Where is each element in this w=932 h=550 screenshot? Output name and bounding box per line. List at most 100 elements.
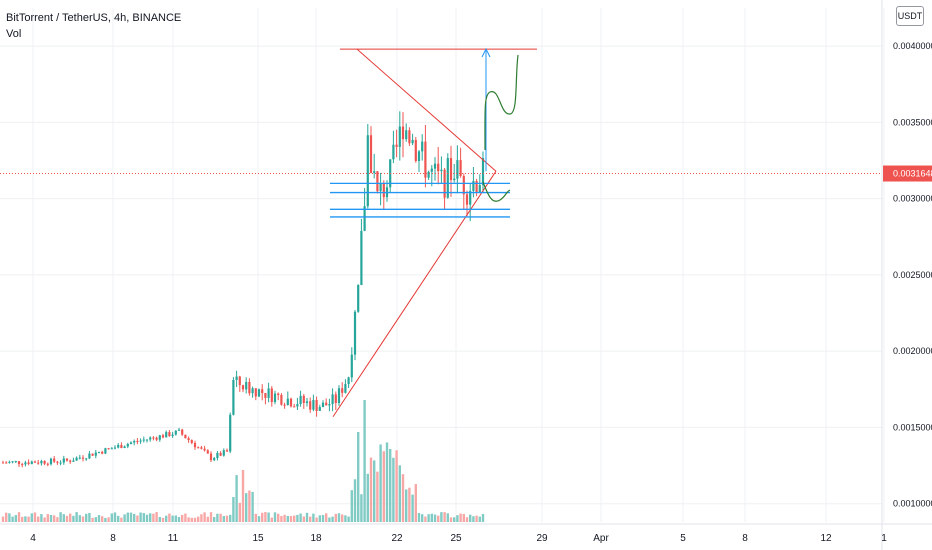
- volume-label: Vol: [6, 28, 22, 40]
- candle: [430, 168, 433, 172]
- projection-path-alt[interactable]: [482, 181, 511, 202]
- volume-bar: [337, 513, 341, 522]
- volume-bar: [449, 517, 453, 522]
- candle: [30, 461, 33, 464]
- x-tick-label: 8: [110, 533, 116, 544]
- candle: [139, 440, 142, 442]
- candle: [424, 141, 427, 178]
- volume-bar: [248, 490, 251, 522]
- volume-bar: [427, 514, 430, 522]
- volume-bar: [430, 513, 433, 522]
- volume-bar: [296, 514, 299, 522]
- volume-bar: [421, 514, 424, 522]
- volume-bar: [360, 494, 363, 522]
- candle: [465, 194, 469, 205]
- candles: [1, 111, 485, 468]
- x-tick-label: 29: [536, 533, 548, 544]
- volume-bar: [347, 516, 350, 522]
- candle: [1, 462, 5, 464]
- volume-bar: [459, 513, 462, 522]
- volume-bar: [149, 513, 152, 522]
- candle: [21, 464, 24, 466]
- candle: [261, 389, 264, 394]
- volume-bar: [133, 513, 136, 522]
- volume-bar: [443, 512, 446, 522]
- candle: [475, 181, 478, 193]
- volume-bar: [405, 489, 408, 522]
- candle: [11, 461, 14, 463]
- chart-title: BitTorrent / TetherUS, 4h, BINANCE: [6, 12, 182, 24]
- candle: [184, 434, 187, 439]
- candle: [158, 435, 161, 440]
- volume-bar: [389, 448, 392, 522]
- volume-bar: [472, 516, 475, 522]
- candle: [24, 462, 27, 465]
- candle: [37, 462, 40, 464]
- candle: [165, 432, 168, 438]
- volume-bar: [104, 517, 107, 522]
- candle: [449, 158, 453, 181]
- volume-bar: [219, 513, 222, 522]
- volume-bar: [142, 513, 145, 522]
- volume-bar: [11, 516, 14, 522]
- volume-bar: [302, 516, 305, 522]
- volume-bar: [411, 494, 414, 522]
- volume-bar: [315, 517, 318, 522]
- volume-bar: [168, 513, 171, 522]
- volume-bar: [305, 512, 309, 522]
- volume-bar: [283, 514, 286, 522]
- candle: [446, 158, 449, 198]
- ascending-trendline[interactable]: [332, 170, 497, 418]
- candle: [78, 457, 81, 459]
- candle: [363, 206, 366, 231]
- candle: [88, 453, 91, 459]
- volume-bar: [110, 513, 113, 522]
- volume-bar: [65, 515, 69, 522]
- candle: [315, 399, 318, 411]
- candle: [289, 398, 293, 407]
- candle: [382, 183, 385, 198]
- volume-bars: [1, 400, 485, 522]
- currency-button[interactable]: USDT: [896, 6, 924, 26]
- volume-bar: [145, 514, 149, 522]
- volume-bar: [72, 515, 75, 522]
- volume-bar: [417, 512, 421, 522]
- candle: [120, 445, 123, 449]
- volume-bar: [216, 513, 219, 522]
- volume-bar: [376, 471, 379, 522]
- candle: [417, 151, 421, 161]
- volume-bar: [37, 516, 40, 522]
- volume-bar: [203, 512, 206, 522]
- projection-path-up[interactable]: [484, 54, 519, 151]
- candle: [49, 458, 53, 465]
- volume-bar: [312, 513, 315, 522]
- volume-bar: [8, 513, 11, 522]
- volume-bar: [33, 512, 37, 522]
- volume-bar: [382, 451, 385, 522]
- volume-bar: [353, 479, 357, 522]
- descending-trendline[interactable]: [356, 48, 497, 172]
- candle: [129, 442, 133, 444]
- y-tick-label: 0.0040000: [893, 41, 932, 51]
- candle: [94, 452, 97, 456]
- candle: [53, 458, 56, 462]
- candle: [225, 450, 229, 452]
- volume-bar: [120, 517, 123, 522]
- volume-bar: [424, 516, 427, 522]
- volume-bar: [21, 516, 24, 522]
- candle: [72, 460, 75, 462]
- x-tick-label: 22: [391, 533, 403, 544]
- candle: [245, 381, 248, 390]
- volume-bar: [107, 517, 110, 522]
- volume-bar: [117, 515, 120, 522]
- candle: [197, 447, 200, 449]
- volume-bar: [85, 513, 88, 522]
- candle: [459, 160, 462, 176]
- volume-bar: [261, 512, 264, 522]
- candle: [353, 311, 357, 355]
- volume-bar: [462, 513, 465, 522]
- candle: [427, 171, 430, 178]
- volume-bar: [350, 490, 353, 522]
